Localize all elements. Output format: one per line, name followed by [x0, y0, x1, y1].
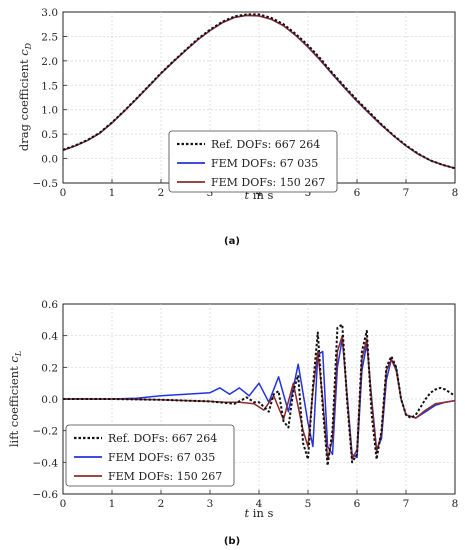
- panel-label: (b): [224, 536, 240, 547]
- panel-label: (a): [224, 236, 240, 247]
- y-tick-labels: −0.6 −0.4 −0.2 0.0 0.2 0.4 0.6: [33, 299, 67, 501]
- y-tick-label: 0.4: [41, 331, 58, 343]
- y-tick-label: −0.4: [33, 457, 59, 469]
- x-tick-label: 7: [403, 187, 410, 199]
- x-tick-label: 8: [452, 187, 459, 199]
- y-tick-label: 1.0: [41, 105, 58, 117]
- legend: Ref. DOFs: 667 264 FEM DOFs: 67 035 FEM DO…: [65, 424, 235, 487]
- series-line-2: [62, 14, 456, 170]
- x-tick-labels: 0 1 2 3 4 5 6 7 8: [60, 490, 459, 510]
- x-tick-label: 4: [256, 498, 263, 510]
- y-tick-label: 0.6: [41, 299, 58, 311]
- y-tick-label: 1.5: [41, 80, 58, 92]
- y-tick-label: −0.2: [33, 426, 59, 438]
- y-tick-label: −0.5: [33, 178, 59, 190]
- series-layer: [62, 13, 456, 170]
- legend-entry: FEM DOFs: 67 035: [108, 451, 215, 464]
- legend-entry: Ref. DOFs: 667 264: [108, 432, 217, 445]
- legend-entry: FEM DOFs: 150 267: [211, 176, 325, 189]
- x-axis-label: t in s: [245, 506, 274, 520]
- series-layer: [63, 323, 456, 467]
- x-tick-label: 3: [207, 187, 214, 199]
- legend-entry: FEM DOFs: 67 035: [211, 157, 318, 170]
- legend-entry: Ref. DOFs: 667 264: [211, 138, 320, 151]
- series-line-0: [63, 323, 456, 467]
- y-axis-label: drag coefficient cD: [17, 42, 33, 151]
- x-tick-label: 4: [256, 187, 263, 199]
- x-tick-label: 2: [158, 498, 165, 510]
- series-line-0: [62, 13, 456, 170]
- y-tick-label: 2.5: [41, 31, 58, 43]
- x-tick-label: 1: [109, 498, 116, 510]
- y-tick-label: 0.5: [41, 129, 58, 141]
- y-tick-label: 0.2: [41, 362, 58, 374]
- legend-box: [65, 424, 235, 487]
- legend-box: [168, 130, 338, 193]
- x-tick-label: 0: [60, 498, 67, 510]
- x-tick-label: 7: [403, 498, 410, 510]
- x-tick-label: 5: [305, 498, 312, 510]
- y-tick-label: 0.0: [41, 154, 58, 166]
- x-tick-label: 3: [207, 498, 214, 510]
- y-tick-labels: −0.5 0.0 0.5 1.0 1.5 2.0 2.5 3.0: [33, 7, 67, 190]
- y-tick-label: 3.0: [41, 7, 58, 19]
- y-axis-label: lift coefficient cL: [7, 351, 23, 447]
- y-tick-label: 0.0: [41, 394, 58, 406]
- x-tick-labels: 0 1 2 3 4 5 6 7 8: [60, 179, 459, 199]
- x-tick-label: 8: [452, 498, 459, 510]
- legend: Ref. DOFs: 667 264 FEM DOFs: 67 035 FEM DO…: [168, 130, 338, 193]
- x-tick-label: 1: [109, 187, 116, 199]
- x-tick-label: 6: [354, 498, 361, 510]
- x-tick-label: 0: [60, 187, 67, 199]
- x-tick-label: 6: [354, 187, 361, 199]
- x-tick-label: 5: [305, 187, 312, 199]
- legend-entry: FEM DOFs: 150 267: [108, 470, 222, 483]
- y-tick-label: 2.0: [41, 56, 58, 68]
- series-line-2: [63, 334, 456, 460]
- lift-coefficient-chart: 0 1 2 3 4 5 6 7 8 −0.6 −0.4 −0.2 0.0 0.2 0.4 0.6 t in …: [7, 299, 458, 547]
- x-tick-label: 2: [158, 187, 165, 199]
- y-tick-label: −0.6: [33, 489, 59, 501]
